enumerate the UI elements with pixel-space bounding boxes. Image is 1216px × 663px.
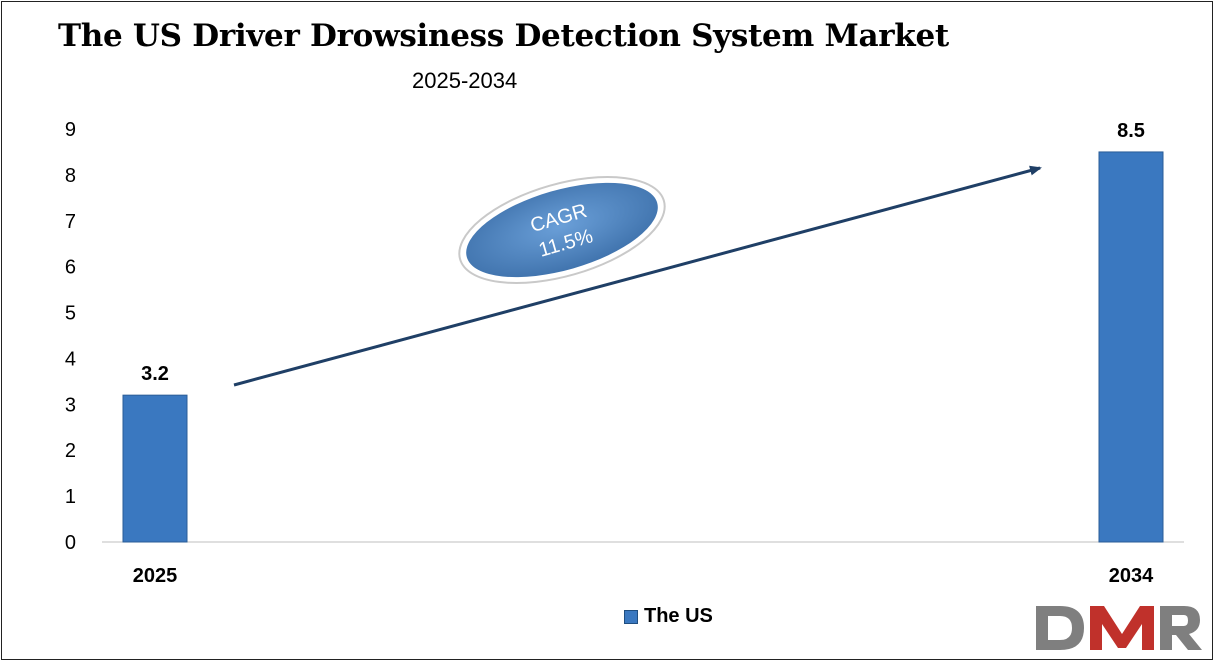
y-tick-label: 3 xyxy=(65,394,76,416)
y-tick-label: 5 xyxy=(65,303,76,325)
y-tick-label: 6 xyxy=(65,257,76,279)
chart-title: The US Driver Drowsiness Detection Syste… xyxy=(58,18,949,54)
y-tick-label: 4 xyxy=(65,348,76,370)
y-tick-label: 1 xyxy=(65,486,76,508)
y-tick-label: 0 xyxy=(65,532,76,554)
bar-series: 3.2 8.5 xyxy=(122,120,1164,543)
y-axis: 0 1 2 3 4 5 6 7 8 9 xyxy=(65,119,76,554)
y-tick-label: 7 xyxy=(65,211,76,233)
data-label: 3.2 xyxy=(141,363,169,385)
dmr-logo xyxy=(1036,606,1202,650)
x-axis: 2025 2034 xyxy=(133,565,1154,587)
y-tick-label: 9 xyxy=(65,119,76,141)
bar-2034 xyxy=(1098,151,1164,543)
bar-2025 xyxy=(122,394,188,543)
cagr-annotation: CAGR 11.5% xyxy=(458,176,666,284)
x-tick-label: 2034 xyxy=(1109,565,1154,587)
chart-subtitle: 2025-2034 xyxy=(412,68,518,93)
legend-swatch xyxy=(624,609,638,624)
legend-label: The US xyxy=(644,605,713,627)
growth-arrow xyxy=(233,165,1042,387)
y-tick-label: 2 xyxy=(65,440,76,462)
x-tick-label: 2025 xyxy=(133,565,178,587)
y-tick-label: 8 xyxy=(65,165,76,187)
data-label: 8.5 xyxy=(1117,120,1145,142)
legend: The US xyxy=(624,605,713,628)
